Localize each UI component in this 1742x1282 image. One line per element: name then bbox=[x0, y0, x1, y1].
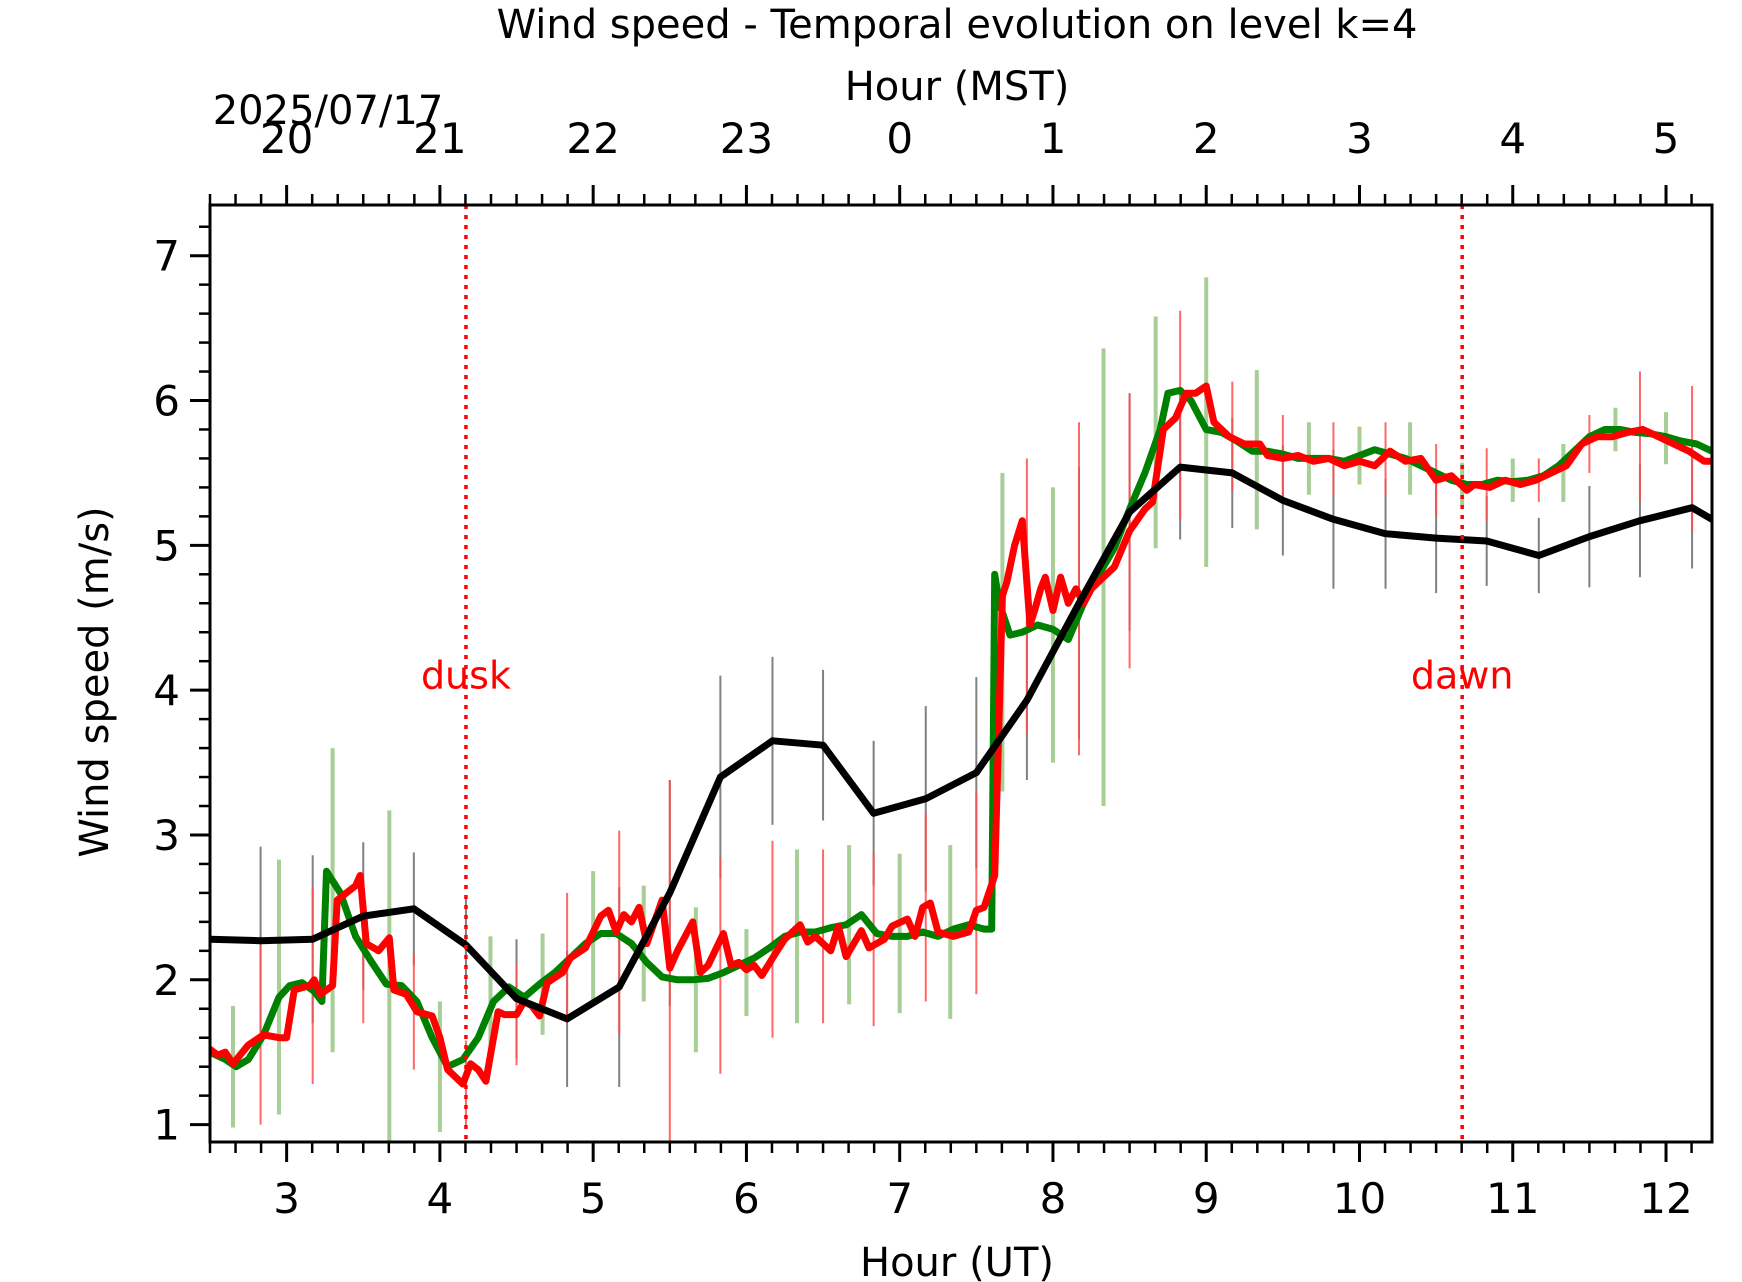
plot-frame bbox=[208, 203, 1714, 1144]
y-tick-label: 3 bbox=[153, 811, 180, 860]
x-tick-label: 4 bbox=[427, 1174, 454, 1223]
top-tick-label: 23 bbox=[720, 114, 773, 163]
x-tick-label: 3 bbox=[273, 1174, 300, 1223]
top-x-axis-label: Hour (MST) bbox=[845, 64, 1070, 110]
series-line-red bbox=[210, 382, 1712, 1088]
x-tick-label: 12 bbox=[1639, 1174, 1692, 1223]
y-tick-label: 4 bbox=[153, 666, 180, 715]
y-tick-label: 1 bbox=[153, 1101, 180, 1150]
y-axis-label: Wind speed (m/s) bbox=[72, 506, 118, 857]
top-tick-label: 4 bbox=[1499, 114, 1526, 163]
date-label: 2025/07/17 bbox=[213, 88, 444, 134]
y-tick-label: 6 bbox=[153, 377, 180, 426]
data-layer bbox=[210, 277, 1712, 1142]
y-tick-label: 7 bbox=[153, 232, 180, 281]
x-tick-label: 6 bbox=[733, 1174, 760, 1223]
x-tick-label: 11 bbox=[1486, 1174, 1539, 1223]
y-tick-label: 2 bbox=[153, 956, 180, 1005]
y-tick-label: 5 bbox=[153, 521, 180, 570]
chart-title: Wind speed - Temporal evolution on level… bbox=[497, 2, 1418, 48]
top-tick-label: 3 bbox=[1346, 114, 1373, 163]
top-tick-label: 21 bbox=[413, 114, 466, 163]
dusk-label: dusk bbox=[421, 654, 511, 698]
dawn-label: dawn bbox=[1411, 654, 1514, 698]
x-tick-label: 8 bbox=[1040, 1174, 1067, 1223]
top-tick-label: 20 bbox=[260, 114, 313, 163]
top-tick-label: 1 bbox=[1040, 114, 1067, 163]
x-tick-label: 9 bbox=[1193, 1174, 1220, 1223]
x-tick-label: 7 bbox=[886, 1174, 913, 1223]
top-tick-label: 0 bbox=[886, 114, 913, 163]
top-tick-label: 2 bbox=[1193, 114, 1220, 163]
top-tick-label: 5 bbox=[1653, 114, 1680, 163]
x-axis-label: Hour (UT) bbox=[860, 1240, 1054, 1282]
x-tick-label: 10 bbox=[1333, 1174, 1386, 1223]
x-tick-label: 5 bbox=[580, 1174, 607, 1223]
top-tick-label: 22 bbox=[566, 114, 619, 163]
